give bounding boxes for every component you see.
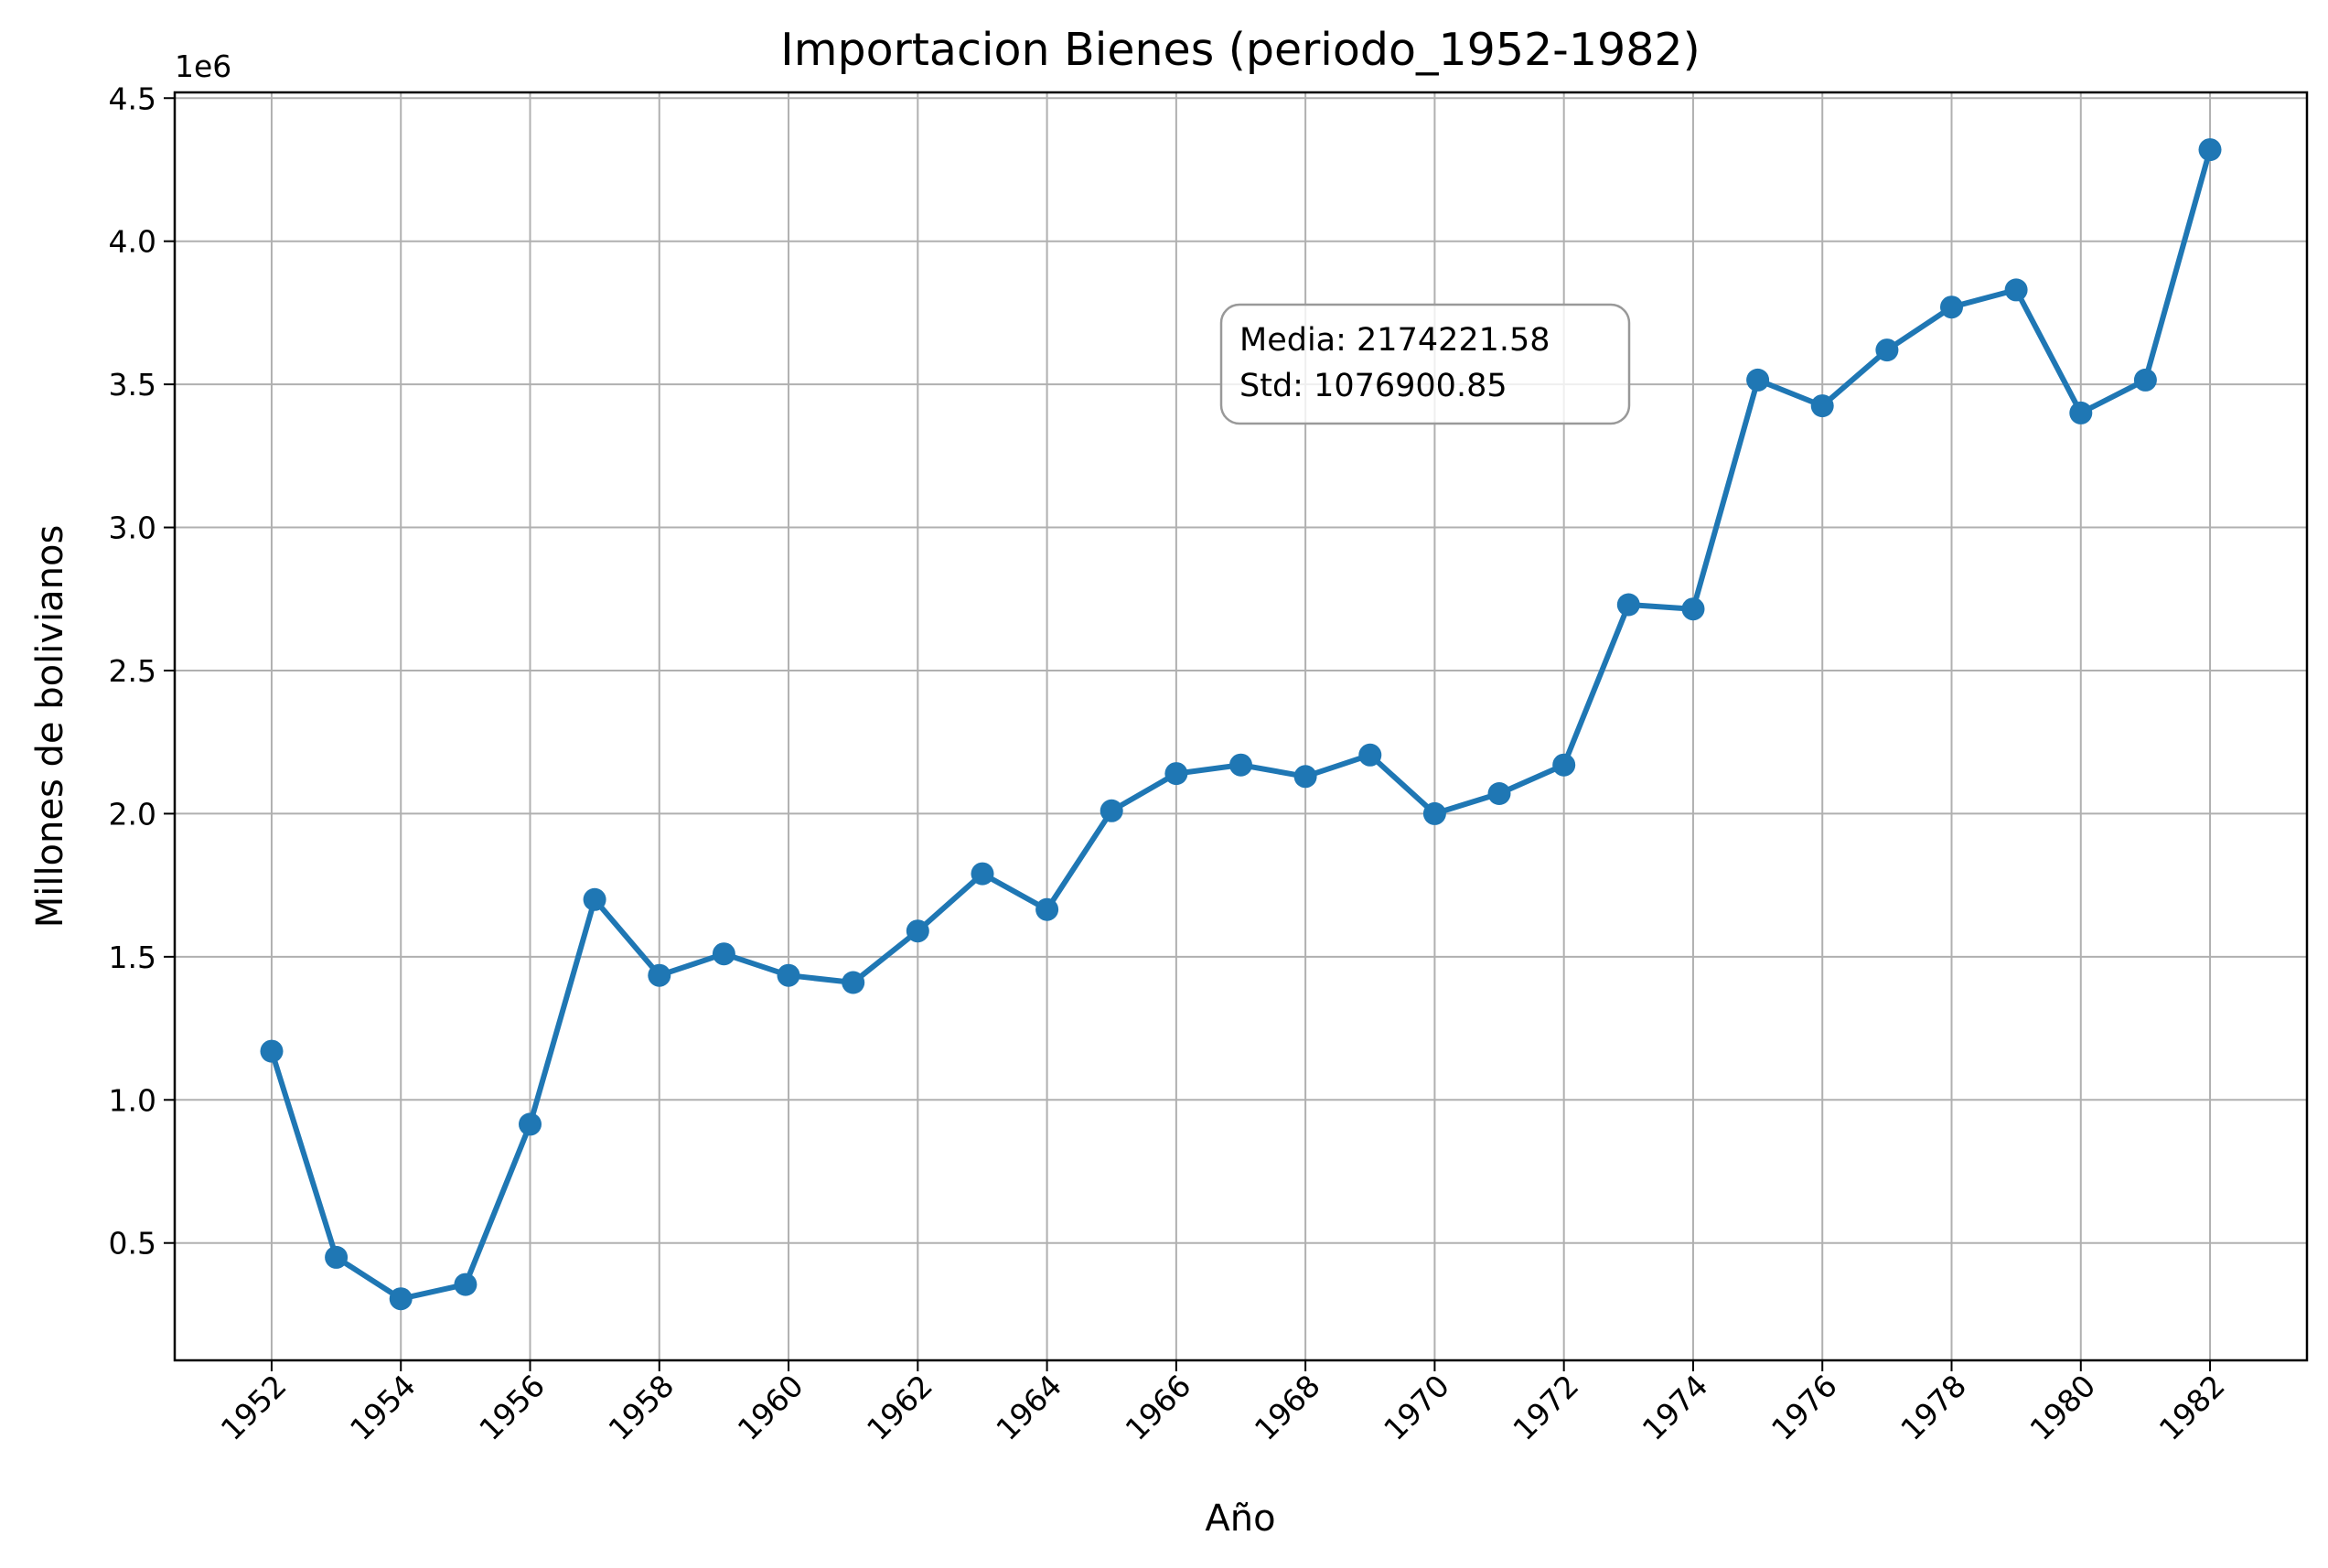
- stats-mean-text: Media: 2174221.58: [1239, 322, 1550, 359]
- data-point: [712, 942, 735, 966]
- data-point: [1229, 753, 1252, 777]
- data-point: [1422, 801, 1446, 825]
- data-point: [842, 971, 865, 994]
- data-point: [1358, 743, 1382, 767]
- data-point: [1552, 753, 1576, 777]
- x-axis-label: Año: [1205, 1498, 1275, 1540]
- y-axis-offset-label: 1e6: [175, 48, 231, 84]
- data-point: [1875, 338, 1899, 362]
- y-tick-label: 4.0: [109, 224, 156, 260]
- data-point: [260, 1039, 284, 1063]
- data-point: [1810, 394, 1834, 418]
- y-tick-label: 1.5: [109, 940, 156, 975]
- data-point: [1035, 897, 1059, 921]
- data-point: [1164, 762, 1188, 786]
- data-point: [2133, 368, 2157, 392]
- data-point: [648, 963, 671, 987]
- data-point: [906, 919, 929, 943]
- data-point: [583, 887, 606, 911]
- stats-annotation-box: [1219, 303, 1631, 425]
- y-tick-label: 3.5: [109, 367, 156, 403]
- data-point: [1100, 799, 1123, 822]
- series-marker-layer: [260, 138, 2222, 1311]
- y-tick-label: 2.5: [109, 653, 156, 689]
- data-point: [2198, 138, 2222, 162]
- data-point: [519, 1112, 542, 1136]
- data-point: [971, 862, 994, 886]
- y-tick-label: 3.0: [109, 510, 156, 546]
- data-point: [2069, 401, 2093, 424]
- data-point: [1487, 782, 1511, 805]
- data-point: [1293, 765, 1317, 789]
- data-point: [777, 963, 800, 987]
- y-tick-label: 0.5: [109, 1226, 156, 1262]
- data-point: [454, 1273, 477, 1296]
- data-point: [1616, 593, 1640, 617]
- data-point: [1681, 597, 1705, 621]
- data-point: [1940, 295, 1963, 319]
- data-point: [389, 1287, 413, 1311]
- y-tick-label: 4.5: [109, 81, 156, 116]
- stats-std-text: Std: 1076900.85: [1239, 368, 1507, 404]
- stats-annotation: Media: 2174221.58 Std: 1076900.85: [1219, 303, 1631, 425]
- y-axis-label: Millones de bolivianos: [29, 525, 71, 929]
- data-point: [325, 1245, 349, 1269]
- y-tick-label: 1.0: [109, 1082, 156, 1118]
- y-tick-label: 2.0: [109, 796, 156, 832]
- grid-lines: [175, 92, 2307, 1360]
- plot-frame: [173, 91, 2309, 1362]
- data-point: [1746, 368, 1770, 392]
- chart-title: Importacion Bienes (periodo_1952-1982): [780, 24, 1700, 76]
- y-axis-ticks: 0.5 1.0 1.5 2.0 2.5 3.0 3.5 4.0 4.5: [109, 81, 175, 1262]
- data-point: [2004, 278, 2028, 302]
